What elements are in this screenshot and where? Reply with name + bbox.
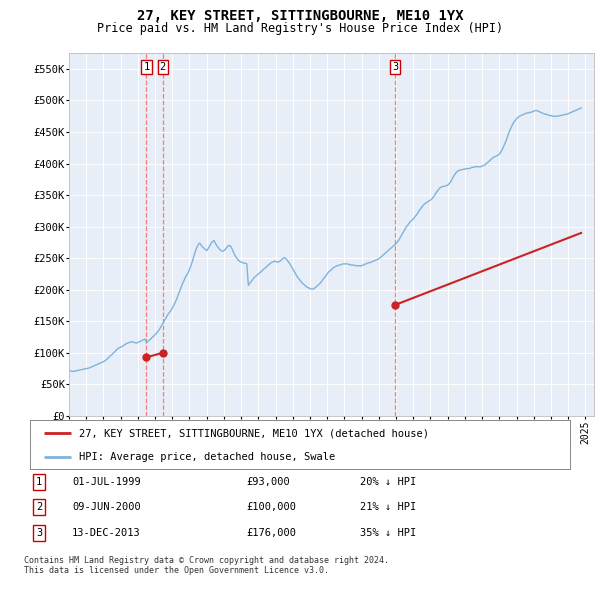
Text: 01-JUL-1999: 01-JUL-1999 — [72, 477, 141, 487]
Text: £176,000: £176,000 — [246, 528, 296, 537]
Text: 27, KEY STREET, SITTINGBOURNE, ME10 1YX (detached house): 27, KEY STREET, SITTINGBOURNE, ME10 1YX … — [79, 428, 428, 438]
Text: 13-DEC-2013: 13-DEC-2013 — [72, 528, 141, 537]
Text: 1: 1 — [36, 477, 42, 487]
Text: Price paid vs. HM Land Registry's House Price Index (HPI): Price paid vs. HM Land Registry's House … — [97, 22, 503, 35]
Text: £100,000: £100,000 — [246, 503, 296, 512]
Text: 2: 2 — [160, 62, 166, 72]
Text: Contains HM Land Registry data © Crown copyright and database right 2024.
This d: Contains HM Land Registry data © Crown c… — [24, 556, 389, 575]
Text: HPI: Average price, detached house, Swale: HPI: Average price, detached house, Swal… — [79, 452, 335, 462]
Text: 27, KEY STREET, SITTINGBOURNE, ME10 1YX: 27, KEY STREET, SITTINGBOURNE, ME10 1YX — [137, 9, 463, 23]
Text: 20% ↓ HPI: 20% ↓ HPI — [360, 477, 416, 487]
Text: £93,000: £93,000 — [246, 477, 290, 487]
Text: 35% ↓ HPI: 35% ↓ HPI — [360, 528, 416, 537]
Text: 3: 3 — [36, 528, 42, 537]
Text: 3: 3 — [392, 62, 398, 72]
Text: 2: 2 — [36, 503, 42, 512]
Text: 1: 1 — [143, 62, 149, 72]
Text: 21% ↓ HPI: 21% ↓ HPI — [360, 503, 416, 512]
Text: 09-JUN-2000: 09-JUN-2000 — [72, 503, 141, 512]
